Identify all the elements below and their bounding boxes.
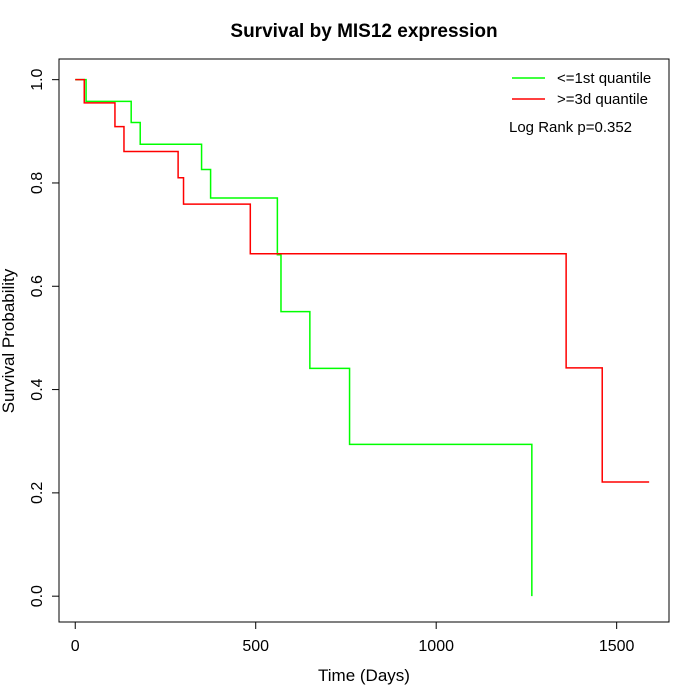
y-axis: 0.0 0.2 0.4 0.6 0.8 1.0	[29, 68, 60, 607]
y-tick-label: 0.2	[29, 482, 46, 504]
y-tick-label: 0.0	[29, 585, 46, 607]
x-tick-label: 1500	[599, 638, 635, 655]
legend-label-2: >=3d quantile	[557, 91, 648, 108]
y-axis-label: Survival Probability	[0, 268, 18, 413]
legend: <=1st quantile >=3d quantile	[512, 70, 651, 108]
y-tick-label: 0.4	[29, 378, 46, 400]
x-tick-label: 1000	[418, 638, 454, 655]
series-layer	[75, 78, 650, 597]
y-tick-label: 0.8	[29, 172, 46, 194]
x-axis-label: Time (Days)	[318, 666, 410, 685]
y-tick-label: 1.0	[29, 68, 46, 90]
plot-frame	[58, 58, 670, 623]
x-tick-label: 0	[71, 638, 80, 655]
logrank-annotation: Log Rank p=0.352	[509, 119, 632, 136]
series-line-1	[75, 78, 533, 597]
x-tick-label: 500	[242, 638, 269, 655]
x-axis: 0 500 1000 1500	[71, 621, 635, 655]
chart-title: Survival by MIS12 expression	[230, 21, 497, 42]
legend-label-1: <=1st quantile	[557, 70, 651, 87]
series-line-2	[75, 78, 650, 483]
y-tick-label: 0.6	[29, 275, 46, 297]
